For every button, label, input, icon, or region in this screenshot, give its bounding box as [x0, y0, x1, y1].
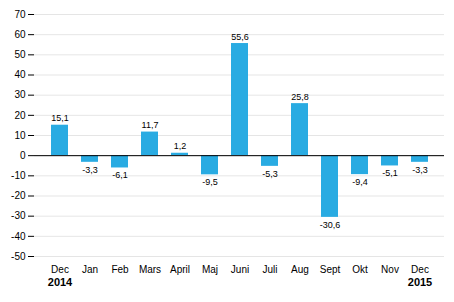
svg-text:55,6: 55,6: [231, 32, 249, 42]
svg-text:-30,6: -30,6: [320, 220, 341, 230]
svg-text:Jan: Jan: [82, 264, 98, 275]
svg-text:10: 10: [14, 130, 26, 141]
svg-text:Juni: Juni: [231, 264, 249, 275]
svg-text:Feb: Feb: [111, 264, 129, 275]
svg-text:Maj: Maj: [202, 264, 218, 275]
svg-text:-3,3: -3,3: [412, 165, 428, 175]
svg-text:11,7: 11,7: [142, 120, 159, 130]
svg-text:April: April: [170, 264, 190, 275]
svg-text:70: 70: [14, 9, 26, 20]
svg-text:-6,1: -6,1: [112, 170, 128, 180]
svg-text:1,2: 1,2: [174, 141, 187, 151]
svg-text:2014: 2014: [48, 276, 73, 288]
svg-text:Okt: Okt: [352, 264, 368, 275]
svg-text:Mars: Mars: [139, 264, 161, 275]
svg-text:30: 30: [14, 89, 26, 100]
svg-text:-3,3: -3,3: [82, 165, 98, 175]
svg-text:2015: 2015: [408, 276, 432, 288]
svg-text:Dec: Dec: [51, 264, 69, 275]
svg-text:-10: -10: [11, 170, 26, 181]
svg-text:Sept: Sept: [320, 264, 341, 275]
svg-text:-30: -30: [11, 210, 26, 221]
svg-text:15,1: 15,1: [51, 113, 69, 123]
svg-text:-40: -40: [11, 231, 26, 242]
svg-text:Juli: Juli: [262, 264, 277, 275]
svg-text:60: 60: [14, 29, 26, 40]
svg-text:40: 40: [14, 69, 26, 80]
svg-text:-5,1: -5,1: [382, 168, 398, 178]
svg-text:-9,4: -9,4: [352, 177, 368, 187]
svg-text:20: 20: [14, 110, 26, 121]
svg-text:Aug: Aug: [291, 264, 309, 275]
svg-text:Nov: Nov: [381, 264, 399, 275]
svg-text:Dec: Dec: [411, 264, 429, 275]
svg-text:-50: -50: [11, 251, 26, 262]
svg-text:0: 0: [20, 150, 26, 161]
svg-text:25,8: 25,8: [291, 92, 309, 102]
svg-text:50: 50: [14, 49, 26, 60]
svg-text:-5,3: -5,3: [262, 169, 278, 179]
svg-text:-20: -20: [11, 190, 26, 201]
svg-text:-9,5: -9,5: [202, 177, 218, 187]
